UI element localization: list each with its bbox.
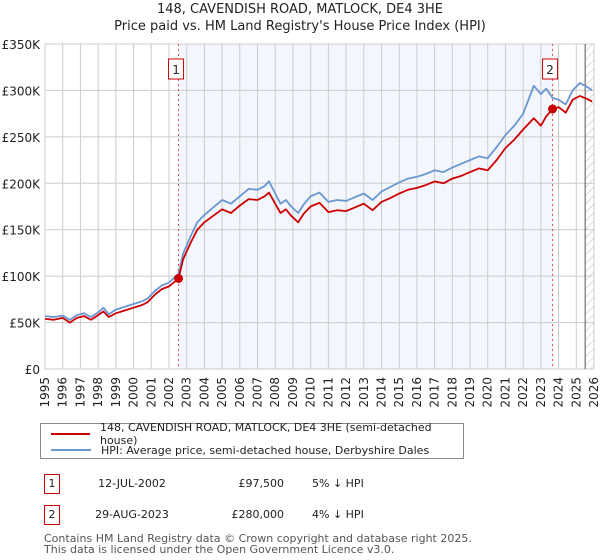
legend-item-price: 148, CAVENDISH ROAD, MATLOCK, DE4 3HE (s…: [41, 421, 463, 447]
x-tick-label: 2014: [374, 377, 388, 408]
y-tick-label: £150K: [2, 224, 42, 238]
sale-label-box: [542, 58, 559, 80]
x-tick-label: 2018: [445, 377, 459, 408]
x-tick-label: 2026: [587, 377, 600, 408]
x-tick-label: 2008: [268, 377, 282, 408]
y-tick-label: £0: [25, 363, 40, 377]
ownership-period-shade: [178, 44, 553, 369]
hatched-region: [585, 44, 594, 369]
x-tick-label: 2016: [410, 377, 424, 408]
x-tick-label: 2021: [498, 377, 512, 408]
transaction-price: £280,000: [231, 508, 285, 521]
x-tick-label: 2012: [339, 377, 353, 408]
footer: Contains HM Land Registry data © Crown c…: [44, 533, 472, 555]
transaction-hpi-diff: 5% ↓ HPI: [312, 477, 364, 490]
transaction-badge: 2: [44, 505, 60, 525]
transaction-price: £97,500: [238, 477, 285, 490]
x-tick-label: 1998: [91, 377, 105, 408]
x-tick-label: 2002: [162, 377, 176, 408]
y-tick-label: £350K: [2, 38, 42, 52]
legend-swatch-hpi: [51, 449, 91, 451]
x-tick-label: 2004: [197, 377, 211, 408]
sale-point: [174, 273, 184, 283]
y-tick-label: £300K: [2, 84, 42, 98]
hpi-line: [45, 82, 593, 321]
y-tick-label: £100K: [2, 270, 42, 284]
footer-line-2: This data is licensed under the Open Gov…: [44, 543, 395, 556]
y-tick-label: £250K: [2, 131, 42, 145]
transaction-date: 29-AUG-2023: [95, 508, 169, 521]
transaction-badge: 1: [44, 474, 60, 494]
y-tick-label: £50K: [9, 317, 41, 331]
x-tick-label: 2020: [481, 377, 495, 408]
chart-subtitle: Price paid vs. HM Land Registry's House …: [114, 19, 486, 34]
x-tick-label: 2001: [144, 377, 158, 408]
legend-swatch-price: [51, 433, 90, 435]
chart-title: 148, CAVENDISH ROAD, MATLOCK, DE4 3HE: [156, 2, 444, 17]
price-paid-line: [45, 95, 593, 324]
x-tick-label: 1996: [56, 377, 70, 408]
x-tick-label: 2006: [233, 377, 247, 408]
legend-item-hpi: HPI: Average price, semi-detached house,…: [41, 442, 429, 458]
x-tick-label: 2013: [357, 377, 371, 408]
x-tick-label: 2015: [392, 377, 406, 408]
transaction-date: 12-JUL-2002: [98, 477, 166, 490]
x-tick-label: 2023: [534, 377, 548, 408]
x-tick-label: 2007: [251, 377, 265, 408]
legend-label-hpi: HPI: Average price, semi-detached house,…: [101, 443, 430, 457]
price-chart: £0 £50K £100K £150K £200K £250K £300K £350K 199…: [2, 38, 600, 408]
x-tick-label: 2024: [552, 377, 566, 408]
x-tick-label: 1999: [109, 377, 123, 408]
x-tick-label: 2003: [180, 377, 194, 408]
x-tick-label: 2010: [304, 377, 318, 408]
sale-label: 2: [546, 63, 554, 77]
sale-label: 1: [172, 63, 180, 77]
footer-line-1: Contains HM Land Registry data © Crown c…: [44, 532, 472, 545]
legend-label-price: 148, CAVENDISH ROAD, MATLOCK, DE4 3HE (s…: [99, 421, 432, 447]
x-tick-label: 2025: [569, 377, 583, 408]
x-tick-label: 1997: [73, 377, 87, 408]
x-tick-label: 2022: [516, 377, 530, 408]
y-tick-label: £200K: [2, 177, 42, 191]
x-tick-label: 1995: [38, 377, 52, 408]
x-tick-label: 2005: [215, 377, 229, 408]
x-tick-label: 2017: [428, 377, 442, 408]
x-tick-label: 2009: [286, 377, 300, 408]
x-tick-label: 2019: [463, 377, 477, 408]
x-tick-label: 2000: [127, 377, 141, 408]
sale-point: [548, 104, 558, 114]
legend: 148, CAVENDISH ROAD, MATLOCK, DE4 3HE (s…: [40, 421, 464, 459]
sale-label-box: [168, 58, 185, 80]
x-tick-label: 2011: [321, 377, 335, 408]
transaction-hpi-diff: 4% ↓ HPI: [312, 508, 364, 521]
